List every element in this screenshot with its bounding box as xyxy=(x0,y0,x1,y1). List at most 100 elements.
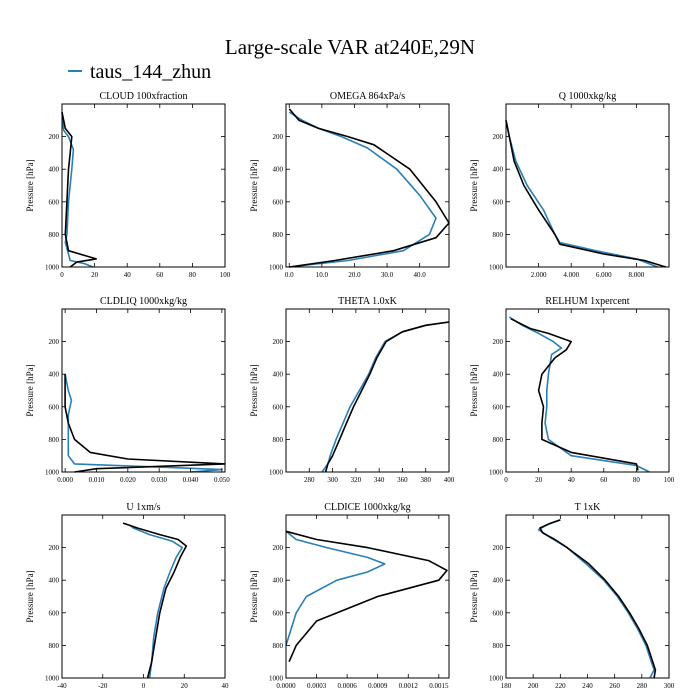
y-tick-label: 600 xyxy=(493,198,504,206)
y-tick-label: 200 xyxy=(493,133,504,141)
y-tick-label: 800 xyxy=(493,642,504,650)
x-tick-label: 2.000 xyxy=(531,271,547,279)
y-tick-label: 400 xyxy=(493,371,504,379)
chart-panel: THETA 1.0xK Pressure [hPa] 280 300 320 340 360… xyxy=(249,296,455,484)
y-tick-label: 200 xyxy=(273,544,284,552)
x-tick-label: 0.000 xyxy=(57,476,73,484)
panel-frame xyxy=(285,514,450,679)
panel-title: CLDICE 1000xkg/kg xyxy=(324,502,410,513)
chart-panel: T 1xK Pressure [hPa] 180 200 220 240 260 280 300… xyxy=(469,502,675,690)
chart-panel: RELHUM 1xpercent Pressure [hPa] 0 20 40 60 80 1… xyxy=(469,296,675,484)
figure-title: Large-scale VAR at240E,29N xyxy=(225,35,475,59)
chart-panel: Q 1000xkg/kg Pressure [hPa] 2.000 4.000 6.00… xyxy=(469,91,670,279)
x-tick-label: 0.0003 xyxy=(307,682,327,690)
y-tick-label: 1000 xyxy=(489,469,504,477)
panel-title: CLOUD 100xfraction xyxy=(99,91,187,102)
y-axis-label: Pressure [hPa] xyxy=(249,159,259,211)
x-tick-label: 100 xyxy=(664,476,675,484)
x-tick-label: 280 xyxy=(304,476,315,484)
y-tick-label: 1000 xyxy=(269,675,284,683)
x-tick-label: 40 xyxy=(124,271,132,279)
y-tick-label: 800 xyxy=(493,231,504,239)
y-tick-label: 400 xyxy=(273,577,284,585)
y-tick-label: 400 xyxy=(273,371,284,379)
series-line-reference xyxy=(64,374,226,473)
x-tick-label: 0.0012 xyxy=(399,682,419,690)
chart-panel: CLDLIQ 1000xkg/kg Pressure [hPa] 0.000 0.01… xyxy=(25,296,230,484)
x-tick-label: 100 xyxy=(220,271,231,279)
y-tick-label: 1000 xyxy=(489,264,504,272)
y-tick-label: 600 xyxy=(49,403,60,411)
x-tick-label: 20 xyxy=(535,476,543,484)
series-line-reference xyxy=(505,120,666,268)
series-line-reference xyxy=(324,321,450,473)
y-axis-label: Pressure [hPa] xyxy=(469,364,479,416)
x-tick-label: 200 xyxy=(528,682,539,690)
series-line-reference xyxy=(122,522,188,679)
y-tick-label: 1000 xyxy=(45,264,60,272)
panel-grid: CLOUD 100xfraction Pressure [hPa] 0 20 40 60 8… xyxy=(25,91,675,690)
y-axis-label: Pressure [hPa] xyxy=(249,570,259,622)
x-tick-label: 0 xyxy=(504,476,508,484)
panel-title: T 1xK xyxy=(575,502,601,513)
y-tick-label: 200 xyxy=(493,338,504,346)
x-tick-label: 20 xyxy=(91,271,99,279)
x-tick-label: 0.0006 xyxy=(338,682,358,690)
series-line-taus xyxy=(285,530,386,646)
y-tick-label: 800 xyxy=(273,436,284,444)
series-line-reference xyxy=(539,519,657,679)
x-tick-label: 10.0 xyxy=(316,271,329,279)
y-tick-label: 400 xyxy=(493,166,504,174)
y-tick-label: 400 xyxy=(49,577,60,585)
x-tick-label: 20.0 xyxy=(348,271,361,279)
series-line-reference xyxy=(61,112,97,268)
y-axis-label: Pressure [hPa] xyxy=(25,364,35,416)
chart-panel: CLOUD 100xfraction Pressure [hPa] 0 20 40 60 8… xyxy=(25,91,231,279)
x-tick-label: 0.030 xyxy=(151,476,167,484)
y-tick-label: 800 xyxy=(273,231,284,239)
series-line-taus xyxy=(505,120,658,268)
x-tick-label: 0 xyxy=(142,682,146,690)
panel-title: OMEGA 864xPa/s xyxy=(330,91,405,102)
y-tick-label: 1000 xyxy=(269,469,284,477)
y-tick-label: 200 xyxy=(273,338,284,346)
x-tick-label: 360 xyxy=(397,476,408,484)
series-line-reference xyxy=(285,530,448,663)
y-tick-label: 600 xyxy=(49,609,60,617)
x-tick-label: 0.0009 xyxy=(368,682,388,690)
x-tick-label: 30.0 xyxy=(381,271,394,279)
y-tick-label: 600 xyxy=(493,609,504,617)
y-tick-label: 1000 xyxy=(45,675,60,683)
series-line-taus xyxy=(321,321,450,473)
y-tick-label: 1000 xyxy=(45,469,60,477)
chart-panel: CLDICE 1000xkg/kg Pressure [hPa] 0.0000 0.0… xyxy=(249,502,450,690)
y-tick-label: 800 xyxy=(273,642,284,650)
x-tick-label: 0.020 xyxy=(120,476,136,484)
y-tick-label: 400 xyxy=(49,166,60,174)
series-line-taus xyxy=(61,112,94,268)
x-tick-label: 4.000 xyxy=(563,271,579,279)
panel-frame xyxy=(505,514,670,679)
x-tick-label: 320 xyxy=(351,476,362,484)
x-tick-label: 0 xyxy=(60,271,64,279)
y-tick-label: 400 xyxy=(49,371,60,379)
x-tick-label: -20 xyxy=(98,682,108,690)
x-tick-label: 240 xyxy=(582,682,593,690)
panel-frame xyxy=(505,308,670,473)
y-tick-label: 1000 xyxy=(489,675,504,683)
series-line-taus xyxy=(128,524,183,679)
y-axis-label: Pressure [hPa] xyxy=(469,570,479,622)
y-tick-label: 200 xyxy=(49,544,60,552)
x-tick-label: 40 xyxy=(222,682,230,690)
panel-frame xyxy=(285,103,450,268)
x-tick-label: 220 xyxy=(555,682,566,690)
panel-title: U 1xm/s xyxy=(126,502,160,513)
chart-panel: OMEGA 864xPa/s Pressure [hPa] 0.0 10.0 20.0 3… xyxy=(249,91,450,279)
x-tick-label: 0.0015 xyxy=(429,682,449,690)
x-tick-label: 20 xyxy=(181,682,189,690)
x-tick-label: 340 xyxy=(374,476,385,484)
x-tick-label: 0.0000 xyxy=(276,682,296,690)
y-tick-label: 600 xyxy=(273,198,284,206)
x-tick-label: -40 xyxy=(57,682,67,690)
